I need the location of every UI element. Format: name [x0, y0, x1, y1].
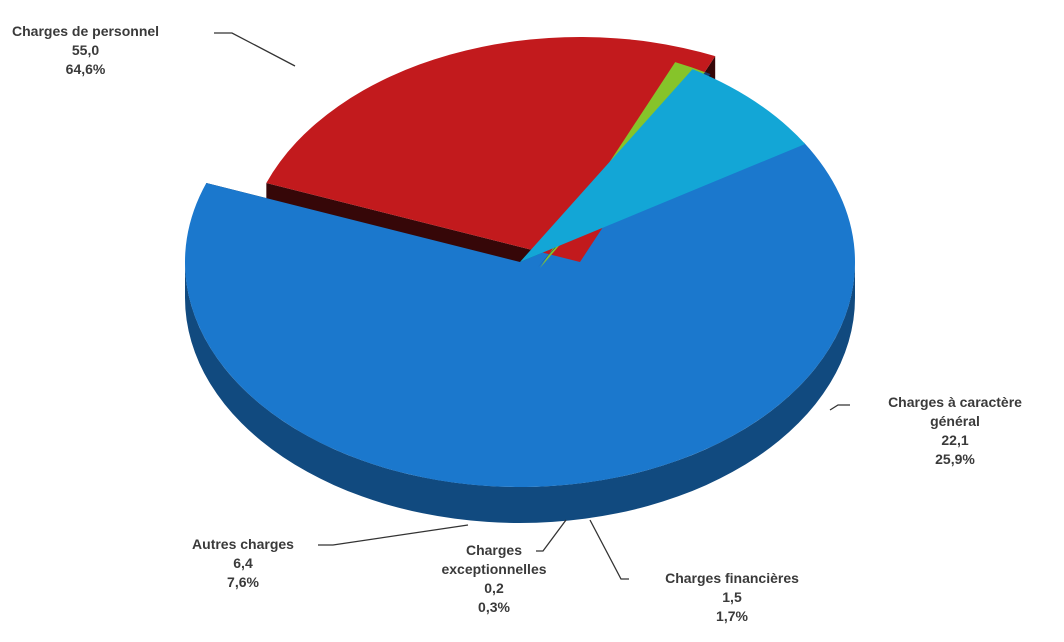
label-exceptionnelles-value: 0,2 [484, 580, 504, 596]
leader-personnel [214, 32, 296, 67]
label-financieres-percent: 1,7% [716, 608, 748, 624]
label-personnel-name: Charges de personnel [12, 23, 160, 39]
label-general-name-1: Charges à caractère [888, 394, 1022, 410]
label-autres-name: Autres charges [192, 536, 294, 552]
label-general-value: 22,1 [941, 432, 969, 448]
slice-side-personnel-0 [185, 262, 855, 523]
label-financieres: Charges financières 1,5 1,7% [622, 569, 842, 626]
label-exceptionnelles: Charges exceptionnelles 0,2 0,3% [404, 541, 584, 617]
label-financieres-value: 1,5 [722, 589, 742, 605]
label-general-percent: 25,9% [935, 451, 975, 467]
label-general: Charges à caractère général 22,1 25,9% [850, 393, 1060, 469]
label-autres-percent: 7,6% [227, 574, 259, 590]
label-financieres-name: Charges financières [665, 570, 799, 586]
leader-exceptionnelles [536, 519, 567, 552]
leader-general [829, 404, 850, 411]
label-general-name-2: général [930, 413, 980, 429]
label-personnel-percent: 64,6% [65, 61, 106, 77]
label-exceptionnelles-percent: 0,3% [478, 599, 510, 615]
leader-lines [214, 32, 850, 580]
label-autres-value: 6,4 [233, 555, 253, 571]
label-autres: Autres charges 6,4 7,6% [168, 535, 318, 592]
label-personnel-value: 55,0 [71, 42, 100, 58]
pie-tops [185, 37, 856, 488]
leader-autres [318, 524, 469, 546]
slice-autres [520, 69, 806, 262]
label-personnel: Charges de personnel 55,0 64,6% [12, 22, 159, 79]
label-exceptionnelles-name-1: Charges [465, 542, 523, 558]
label-exceptionnelles-name-2: exceptionnelles [441, 561, 547, 577]
slice-personnel [185, 142, 856, 488]
leader-financieres [589, 519, 629, 580]
